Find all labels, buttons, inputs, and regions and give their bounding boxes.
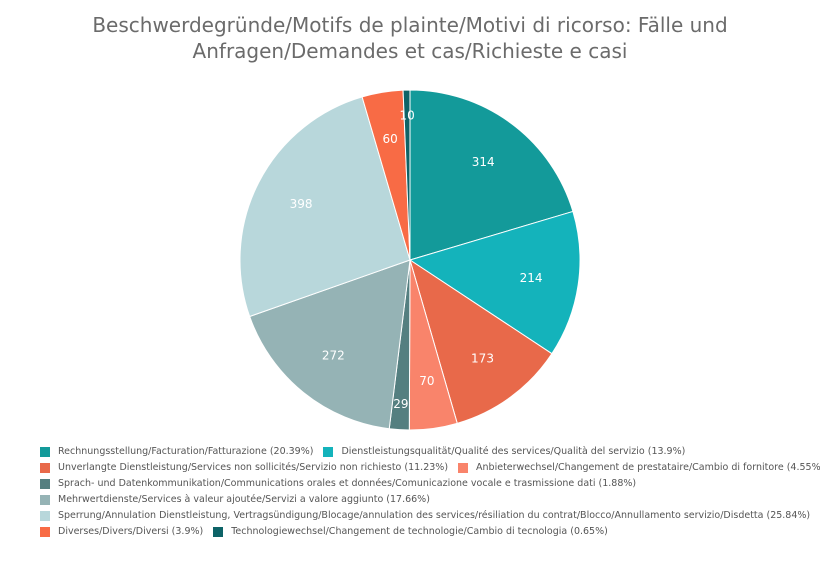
legend-swatch-0 — [40, 447, 50, 457]
pie-slice-8 — [402, 89, 411, 261]
legend: Rechnungsstellung/Facturation/Fatturazio… — [40, 444, 820, 540]
legend-item-1[interactable]: Dienstleistungsqualität/Qualité des serv… — [323, 444, 685, 460]
legend-row: Sperrung/Annulation Dienstleistung, Vert… — [40, 508, 810, 524]
legend-row: Mehrwertdienste/Services à valeur ajouté… — [40, 492, 810, 508]
legend-label-2: Unverlangte Dienstleistung/Services non … — [58, 462, 449, 473]
slice-value-label-2: 173 — [471, 352, 494, 366]
legend-label-3: Anbieterwechsel/Changement de prestatair… — [476, 462, 820, 473]
slice-value-label-1: 214 — [520, 271, 543, 285]
pie-slice-1 — [408, 210, 581, 355]
slice-value-label-6: 398 — [290, 197, 313, 211]
legend-label-6: Sperrung/Annulation Dienstleistung, Vert… — [58, 510, 811, 521]
legend-swatch-7 — [40, 527, 50, 537]
legend-label-4: Sprach- und Datenkommunikation/Communica… — [58, 478, 637, 489]
legend-swatch-3 — [458, 463, 469, 473]
legend-swatch-4 — [40, 479, 50, 489]
slice-value-label-7: 60 — [382, 132, 397, 146]
legend-swatch-1 — [323, 447, 334, 457]
chart-title: Beschwerdegründe/Motifs de plainte/Motiv… — [92, 13, 728, 63]
legend-swatch-5 — [40, 495, 50, 505]
legend-item-5[interactable]: Mehrwertdienste/Services à valeur ajouté… — [40, 492, 430, 508]
legend-item-6[interactable]: Sperrung/Annulation Dienstleistung, Vert… — [40, 508, 810, 524]
legend-row: Sprach- und Datenkommunikation/Communica… — [40, 476, 810, 492]
pie-slice-5 — [249, 259, 411, 430]
legend-label-1: Dienstleistungsqualität/Qualité des serv… — [341, 446, 686, 457]
legend-item-2[interactable]: Unverlangte Dienstleistung/Services non … — [40, 460, 448, 476]
legend-item-4[interactable]: Sprach- und Datenkommunikation/Communica… — [40, 476, 636, 492]
legend-row: Unverlangte Dienstleistung/Services non … — [40, 460, 820, 476]
legend-label-7: Diverses/Divers/Diversi (3.9%) — [58, 526, 204, 537]
pie-slice-6 — [239, 96, 411, 318]
pie-slice-0 — [409, 89, 574, 261]
slice-value-label-3: 70 — [419, 374, 434, 388]
legend-label-8: Technologiewechsel/Changement de technol… — [231, 526, 608, 537]
legend-item-7[interactable]: Diverses/Divers/Diversi (3.9%) — [40, 524, 203, 540]
legend-label-5: Mehrwertdienste/Services à valeur ajouté… — [58, 494, 430, 505]
legend-item-0[interactable]: Rechnungsstellung/Facturation/Fatturazio… — [40, 444, 313, 460]
slice-value-label-8: 10 — [399, 109, 414, 123]
legend-row: Rechnungsstellung/Facturation/Fatturazio… — [40, 444, 810, 460]
legend-item-3[interactable]: Anbieterwechsel/Changement de prestatair… — [458, 460, 820, 476]
legend-row: Diverses/Divers/Diversi (3.9%) Technologi… — [40, 524, 810, 540]
legend-swatch-6 — [40, 511, 50, 521]
legend-swatch-8 — [213, 527, 224, 537]
legend-item-8[interactable]: Technologiewechsel/Changement de technol… — [213, 524, 608, 540]
slice-value-label-0: 314 — [472, 155, 495, 169]
slice-value-label-5: 272 — [322, 348, 345, 362]
slice-value-label-4: 29 — [393, 397, 408, 411]
legend-swatch-2 — [40, 463, 50, 473]
legend-label-0: Rechnungsstellung/Facturation/Fatturazio… — [58, 446, 314, 457]
